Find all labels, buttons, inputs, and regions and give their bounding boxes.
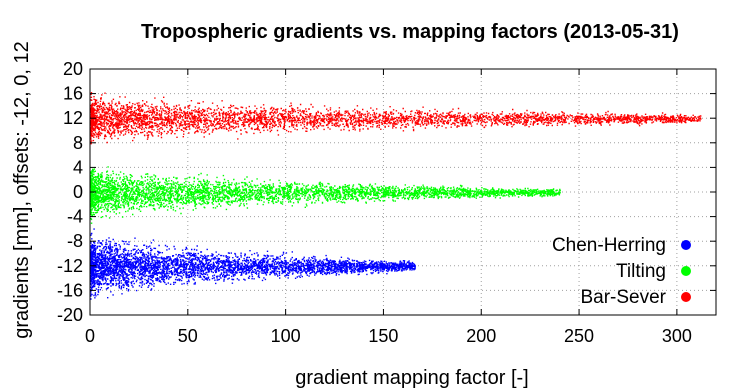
x-tick-label: 0 <box>85 326 95 346</box>
scatter-points <box>90 92 702 300</box>
y-tick-label: 12 <box>63 108 83 128</box>
series-chen-herring <box>90 228 416 300</box>
y-tick-label: 20 <box>63 59 83 79</box>
x-tick-label: 200 <box>466 326 496 346</box>
x-axis-label: gradient mapping factor [-] <box>295 367 528 389</box>
series-point-cloud <box>90 228 416 300</box>
legend-marker <box>681 292 691 302</box>
y-tick-label: 16 <box>63 84 83 104</box>
legend: Chen-Herring Tilting Bar-Sever <box>552 235 691 308</box>
x-tick-label: 100 <box>271 326 301 346</box>
x-tick-label: 300 <box>662 326 692 346</box>
legend-marker <box>681 240 691 250</box>
y-tick-label: -4 <box>67 207 83 227</box>
legend-label: Tilting <box>616 261 666 282</box>
x-tick-label: 150 <box>368 326 398 346</box>
chart-title: Tropospheric gradients vs. mapping facto… <box>141 21 679 43</box>
series-bar-sever <box>90 92 702 145</box>
y-tick-label: 4 <box>73 157 83 177</box>
series-tilting <box>90 166 561 224</box>
y-tick-label: 0 <box>73 182 83 202</box>
series-point-cloud <box>90 166 561 224</box>
legend-label: Bar-Sever <box>580 287 666 308</box>
x-tick-label: 50 <box>178 326 198 346</box>
y-tick-label: -8 <box>67 231 83 251</box>
y-tick-label: -12 <box>57 256 83 276</box>
y-tick-label: -20 <box>57 305 83 325</box>
y-tick-label: -16 <box>57 280 83 300</box>
x-tick-label: 250 <box>564 326 594 346</box>
axis-ticks: 0 50 100 150 200 250 300 20 16 12 8 4 0 -4 -8 -12 -16 -20 <box>57 59 716 346</box>
series-point-cloud <box>90 92 702 145</box>
legend-label: Chen-Herring <box>552 235 666 256</box>
y-tick-label: 8 <box>73 133 83 153</box>
legend-marker <box>681 266 691 276</box>
y-axis-label: gradients [mm], offsets: -12, 0, 12 <box>11 41 33 339</box>
